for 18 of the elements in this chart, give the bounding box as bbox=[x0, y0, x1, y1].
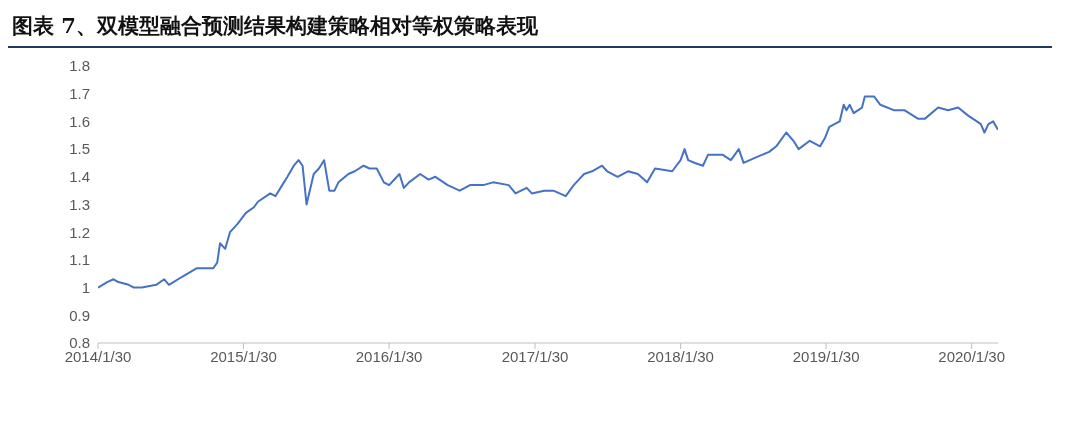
chart-title: 图表 7、双模型融合预测结果构建策略相对等权策略表现 bbox=[8, 8, 1052, 48]
y-tick-label: 0.9 bbox=[69, 306, 90, 324]
y-tick-label: 1 bbox=[81, 278, 90, 296]
y-tick-label: 1.8 bbox=[69, 57, 90, 75]
x-tick-label: 2020/1/30 bbox=[938, 347, 1006, 365]
x-tick-label: 2016/1/30 bbox=[355, 347, 423, 365]
y-tick-label: 1.1 bbox=[69, 251, 90, 269]
y-tick-label: 1.7 bbox=[69, 85, 90, 103]
x-tick-label: 2018/1/30 bbox=[647, 347, 714, 365]
y-tick-label: 1.3 bbox=[69, 195, 90, 213]
y-tick-label: 1.6 bbox=[69, 112, 90, 130]
x-tick-label: 2019/1/30 bbox=[792, 347, 860, 365]
y-tick-label: 1.5 bbox=[69, 140, 90, 158]
y-tick-label: 1.4 bbox=[69, 168, 90, 186]
y-tick-label: 1.2 bbox=[69, 223, 90, 241]
x-tick-label: 2017/1/30 bbox=[501, 347, 569, 365]
x-tick-label: 2015/1/30 bbox=[210, 347, 277, 365]
line-series bbox=[98, 95, 998, 289]
